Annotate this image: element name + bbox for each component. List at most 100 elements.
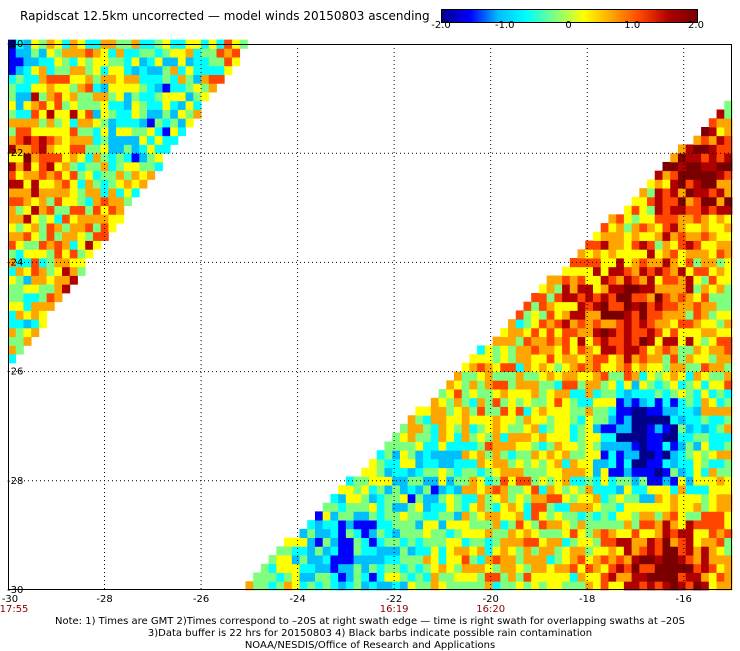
heatmap-cell bbox=[322, 502, 331, 512]
heatmap-cell bbox=[147, 135, 156, 145]
heatmap-cell bbox=[616, 231, 625, 241]
heatmap-cell bbox=[77, 249, 86, 259]
heatmap-cell bbox=[376, 555, 385, 565]
heatmap-cell bbox=[600, 389, 609, 399]
heatmap-cell bbox=[430, 563, 439, 573]
heatmap-cell bbox=[369, 520, 378, 530]
heatmap-cell bbox=[608, 424, 617, 434]
heatmap-cell bbox=[647, 555, 656, 565]
heatmap-cell bbox=[647, 581, 656, 591]
heatmap-cell bbox=[477, 415, 486, 425]
heatmap-cell bbox=[492, 380, 501, 390]
heatmap-cell bbox=[515, 336, 524, 346]
heatmap-cell bbox=[616, 301, 625, 311]
heatmap-cell bbox=[562, 345, 571, 355]
heatmap-cell bbox=[453, 485, 463, 495]
heatmap-cell bbox=[600, 432, 609, 442]
heatmap-cell bbox=[670, 362, 679, 372]
heatmap-cell bbox=[592, 537, 602, 547]
heatmap-cell bbox=[577, 467, 586, 477]
heatmap-cell bbox=[585, 432, 594, 442]
heatmap-cell bbox=[446, 467, 455, 477]
heatmap-cell bbox=[716, 380, 725, 390]
heatmap-cell bbox=[31, 161, 40, 172]
heatmap-cell bbox=[100, 83, 109, 93]
heatmap-cell bbox=[62, 57, 71, 67]
heatmap-cell bbox=[484, 537, 493, 547]
heatmap-cell bbox=[546, 310, 555, 320]
heatmap-cell bbox=[92, 188, 102, 198]
heatmap-cell bbox=[31, 92, 40, 102]
heatmap-cell bbox=[538, 467, 548, 477]
heatmap-cell bbox=[193, 92, 202, 102]
heatmap-cell bbox=[423, 485, 432, 495]
heatmap-cell bbox=[469, 485, 478, 495]
heatmap-cell bbox=[716, 467, 725, 477]
heatmap-cell bbox=[724, 441, 733, 451]
heatmap-cell bbox=[585, 467, 594, 477]
heatmap-cell bbox=[423, 546, 432, 556]
heatmap-cell bbox=[623, 572, 632, 582]
heatmap-cell bbox=[446, 458, 455, 469]
heatmap-cell bbox=[92, 214, 102, 224]
heatmap-cell bbox=[569, 415, 578, 425]
heatmap-cell bbox=[677, 467, 687, 477]
heatmap-cell bbox=[299, 546, 308, 556]
heatmap-cell bbox=[369, 493, 378, 504]
heatmap-cell bbox=[562, 493, 571, 504]
heatmap-cell bbox=[585, 354, 594, 364]
heatmap-cell bbox=[623, 406, 632, 416]
heatmap-cell bbox=[23, 92, 32, 102]
heatmap-cell bbox=[562, 310, 571, 320]
heatmap-cell bbox=[523, 380, 532, 390]
heatmap-cell bbox=[399, 546, 409, 556]
heatmap-cell bbox=[724, 467, 733, 477]
heatmap-cell bbox=[585, 310, 594, 320]
heatmap-cell bbox=[685, 249, 694, 259]
heatmap-cell bbox=[693, 546, 702, 556]
heatmap-cell bbox=[446, 424, 455, 434]
heatmap-cell bbox=[647, 493, 656, 504]
heatmap-cell bbox=[569, 511, 578, 521]
heatmap-cell bbox=[685, 406, 694, 416]
heatmap-cell bbox=[31, 327, 40, 338]
heatmap-cell bbox=[8, 100, 17, 110]
heatmap-cell bbox=[716, 109, 725, 119]
heatmap-cell bbox=[100, 196, 109, 207]
heatmap-cell bbox=[616, 249, 625, 259]
heatmap-cell bbox=[562, 450, 571, 460]
heatmap-cell bbox=[384, 581, 393, 591]
heatmap-cell bbox=[670, 170, 679, 180]
heatmap-cell bbox=[708, 354, 717, 364]
heatmap-cell bbox=[592, 555, 602, 565]
heatmap-cell bbox=[631, 424, 640, 434]
heatmap-cell bbox=[600, 380, 609, 390]
heatmap-cell bbox=[515, 520, 524, 530]
heatmap-cell bbox=[616, 511, 625, 521]
heatmap-cell bbox=[201, 48, 210, 58]
heatmap-cell bbox=[31, 214, 40, 224]
heatmap-cell bbox=[515, 476, 524, 486]
heatmap-cell bbox=[608, 485, 617, 495]
heatmap-cell bbox=[693, 170, 702, 180]
x-tick-label: -18 bbox=[579, 594, 595, 605]
heatmap-cell bbox=[662, 301, 671, 311]
heatmap-cell bbox=[631, 275, 640, 285]
heatmap-cell bbox=[415, 581, 424, 591]
heatmap-cell bbox=[554, 397, 563, 407]
heatmap-cell bbox=[569, 345, 578, 355]
heatmap-cell bbox=[8, 144, 17, 154]
heatmap-cell bbox=[546, 371, 555, 381]
heatmap-cell bbox=[85, 144, 94, 154]
heatmap-cell bbox=[716, 249, 725, 259]
heatmap-cell bbox=[608, 467, 617, 477]
heatmap-cell bbox=[477, 441, 486, 451]
heatmap-cell bbox=[469, 511, 478, 521]
heatmap-cell bbox=[508, 511, 517, 521]
heatmap-cell bbox=[77, 214, 86, 224]
heatmap-cell bbox=[631, 450, 640, 460]
heatmap-cell bbox=[716, 170, 725, 180]
heatmap-cell bbox=[724, 153, 733, 163]
heatmap-cell bbox=[623, 319, 632, 329]
heatmap-cell bbox=[693, 493, 702, 504]
